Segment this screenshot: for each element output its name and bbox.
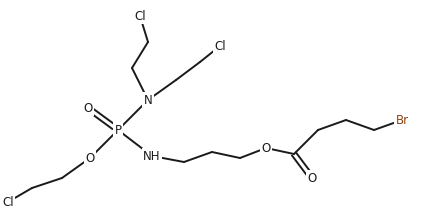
Text: Br: Br (395, 114, 408, 127)
Text: N: N (143, 93, 152, 106)
Text: O: O (261, 142, 271, 155)
Text: NH: NH (143, 149, 161, 162)
Text: O: O (85, 151, 95, 164)
Text: O: O (307, 172, 316, 185)
Text: O: O (84, 101, 92, 114)
Text: Cl: Cl (2, 196, 14, 209)
Text: Cl: Cl (214, 39, 226, 52)
Text: Cl: Cl (134, 9, 146, 22)
Text: P: P (114, 123, 122, 136)
